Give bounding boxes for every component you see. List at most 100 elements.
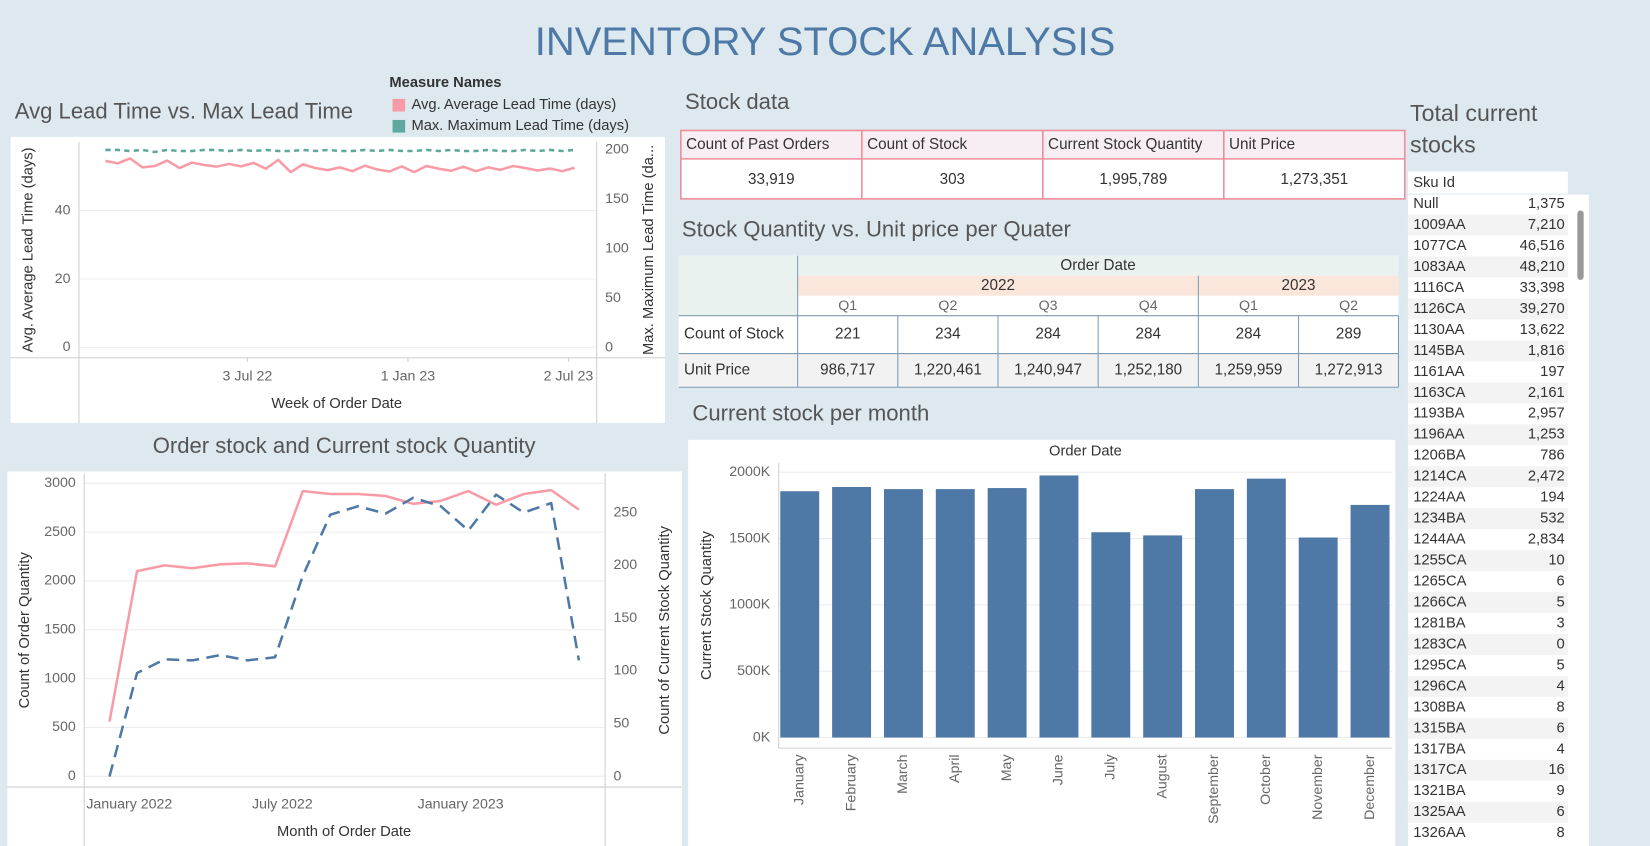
sku-value: 197 bbox=[1540, 364, 1565, 380]
y-tick-label: 1500K bbox=[729, 530, 771, 546]
bar bbox=[780, 491, 820, 738]
table-title: Total current stocks bbox=[1410, 99, 1538, 158]
x-tick-label: January 2022 bbox=[86, 797, 172, 813]
legend-label: Avg. Average Lead Time (days) bbox=[411, 97, 616, 113]
quarter-label: Q1 bbox=[838, 298, 857, 314]
y-tick-label: 0K bbox=[753, 729, 771, 745]
table-title-box: Total current stocks bbox=[1410, 99, 1538, 158]
sku-cell: 1077CA bbox=[1413, 238, 1466, 254]
sku-cell: 1145BA bbox=[1413, 343, 1464, 359]
bar bbox=[832, 486, 872, 738]
sku-value: 1,375 bbox=[1528, 196, 1565, 212]
value-cell: 1,252,180 bbox=[1114, 361, 1182, 378]
header-row bbox=[1407, 171, 1568, 194]
y-tick-label: 0 bbox=[63, 339, 71, 355]
sku-cell: 1234BA bbox=[1413, 511, 1466, 527]
panel bbox=[7, 471, 682, 846]
legend-swatch bbox=[392, 98, 406, 112]
sku-value: 2,834 bbox=[1528, 532, 1565, 548]
row-band bbox=[1407, 592, 1568, 614]
year-cell bbox=[797, 275, 1199, 296]
value-cell: 986,717 bbox=[820, 361, 875, 378]
sku-cell: 1266CA bbox=[1413, 594, 1466, 610]
sku-cell: 1296CA bbox=[1413, 678, 1466, 694]
y-tick-label: 1500 bbox=[44, 622, 76, 638]
x-tick-label: 1 Jan 23 bbox=[381, 368, 436, 384]
sku-value: 2,161 bbox=[1528, 385, 1565, 401]
x-tick-label: 3 Jul 22 bbox=[223, 368, 273, 384]
y2-tick-label: 100 bbox=[614, 663, 638, 679]
value-cell: 284 bbox=[1236, 326, 1262, 343]
bar bbox=[1143, 535, 1183, 738]
sku-value: 1,253 bbox=[1528, 427, 1565, 443]
sku-cell: 1265CA bbox=[1413, 574, 1466, 590]
y-axis-label: Current Stock Quantity bbox=[699, 530, 715, 680]
value-cell: 1,273,351 bbox=[1280, 171, 1348, 188]
row-band bbox=[678, 353, 1399, 388]
value-cell: 289 bbox=[1336, 326, 1361, 343]
quarter-label: Q2 bbox=[938, 298, 957, 314]
sku-cell: 1317BA bbox=[1413, 741, 1466, 757]
row-band bbox=[1407, 382, 1568, 404]
quarter-label: Q1 bbox=[1239, 298, 1258, 314]
y-axis-label: Avg. Average Lead Time (days) bbox=[20, 147, 36, 352]
scrollbar-thumb[interactable] bbox=[1577, 210, 1584, 280]
sku-cell: 1295CA bbox=[1413, 657, 1466, 673]
row-band bbox=[1407, 759, 1568, 781]
row-label: Unit Price bbox=[684, 361, 750, 378]
y-tick-label: 500K bbox=[737, 663, 771, 679]
chart-title: Order stock and Current stock Quantity bbox=[153, 433, 536, 458]
sku-cell: 1317CA bbox=[1413, 762, 1466, 778]
x-tick-label: January 2023 bbox=[418, 797, 504, 813]
value-cell: 1,220,461 bbox=[914, 361, 982, 378]
series-line bbox=[105, 148, 575, 154]
y2-tick-label: 200 bbox=[605, 142, 629, 158]
chart-title: Avg Lead Time vs. Max Lead Time bbox=[15, 98, 353, 123]
y-tick-label: 2000K bbox=[729, 464, 771, 480]
quarter-label: Q4 bbox=[1139, 298, 1158, 314]
header-cell: Count of Stock bbox=[867, 136, 967, 153]
legend-label: Max. Maximum Lead Time (days) bbox=[411, 118, 629, 134]
series-line bbox=[108, 488, 580, 722]
y2-tick-label: 200 bbox=[614, 557, 638, 573]
row-band bbox=[1407, 214, 1568, 236]
header-band bbox=[797, 255, 1399, 276]
table-title: Stock Quantity vs. Unit price per Quater bbox=[682, 216, 1071, 241]
y2-tick-label: 0 bbox=[614, 768, 622, 784]
bar bbox=[1039, 475, 1079, 738]
x-tick-label: July bbox=[1103, 754, 1119, 780]
sku-cell: 1116CA bbox=[1413, 280, 1464, 296]
sku-cell: 1193BA bbox=[1413, 406, 1464, 422]
y2-tick-label: 100 bbox=[605, 241, 629, 257]
sku-cell: 1325AA bbox=[1413, 804, 1466, 820]
sku-value: 4 bbox=[1557, 678, 1565, 694]
header-cell: Count of Past Orders bbox=[686, 136, 830, 153]
sku-value: 6 bbox=[1557, 720, 1565, 736]
chart-title: Current stock per month bbox=[692, 400, 929, 425]
sku-value: 1,816 bbox=[1528, 343, 1565, 359]
x-tick-label: September bbox=[1206, 754, 1222, 824]
value-cell: 1,240,947 bbox=[1014, 361, 1082, 378]
sku-cell: 1206BA bbox=[1413, 448, 1466, 464]
sku-cell: 1214CA bbox=[1413, 469, 1466, 485]
x-tick-label: December bbox=[1362, 754, 1378, 820]
y-tick-label: 500 bbox=[52, 719, 76, 735]
legend-title: Measure Names bbox=[389, 75, 501, 91]
y-tick-label: 20 bbox=[55, 271, 71, 287]
x-tick-label: July 2022 bbox=[252, 797, 313, 813]
row-band bbox=[1407, 801, 1568, 823]
sku-cell: 1321BA bbox=[1413, 783, 1466, 799]
sku-cell: 1009AA bbox=[1413, 217, 1466, 233]
sku-cell: 1244AA bbox=[1413, 532, 1466, 548]
x-tick-label: 2 Jul 23 bbox=[544, 368, 594, 384]
bar bbox=[1298, 537, 1338, 738]
sku-value: 532 bbox=[1540, 511, 1565, 527]
x-tick-label: June bbox=[1051, 754, 1067, 785]
x-axis-label: Month of Order Date bbox=[277, 824, 411, 840]
y-tick-label: 2000 bbox=[44, 573, 76, 589]
x-tick-label: March bbox=[895, 754, 911, 793]
y2-tick-label: 250 bbox=[614, 504, 638, 520]
series-line bbox=[108, 493, 581, 777]
